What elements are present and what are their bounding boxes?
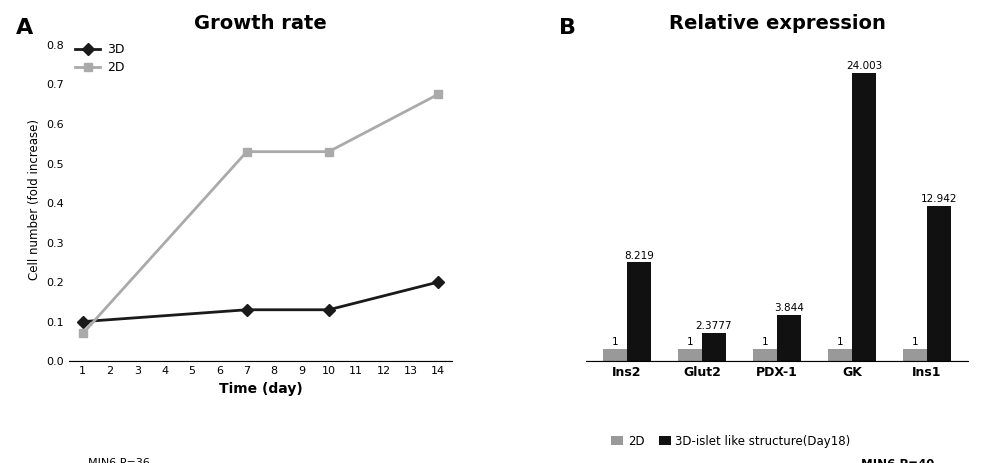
Bar xyxy=(627,263,651,361)
Bar xyxy=(603,349,627,361)
Text: 1: 1 xyxy=(912,338,918,347)
Text: MIN6 P=40: MIN6 P=40 xyxy=(862,458,935,463)
Bar xyxy=(927,206,950,361)
3D xyxy=(323,307,335,313)
3D xyxy=(432,279,444,285)
2D xyxy=(432,92,444,97)
Line: 2D: 2D xyxy=(79,90,443,338)
Bar xyxy=(678,349,702,361)
Bar xyxy=(828,349,852,361)
Text: A: A xyxy=(16,18,33,38)
Legend: 3D, 2D: 3D, 2D xyxy=(75,43,124,74)
Bar xyxy=(777,315,801,361)
X-axis label: Time (day): Time (day) xyxy=(218,382,302,395)
Legend: 2D, 3D-islet like structure(Day18): 2D, 3D-islet like structure(Day18) xyxy=(607,430,856,452)
Text: 24.003: 24.003 xyxy=(846,61,882,71)
Text: 12.942: 12.942 xyxy=(921,194,957,204)
Title: Relative expression: Relative expression xyxy=(669,14,885,33)
Bar xyxy=(903,349,927,361)
Bar xyxy=(753,349,777,361)
Text: 3.844: 3.844 xyxy=(774,303,804,313)
Text: 8.219: 8.219 xyxy=(624,250,654,261)
Text: 1: 1 xyxy=(762,338,769,347)
3D xyxy=(241,307,253,313)
Text: 1: 1 xyxy=(612,338,618,347)
Title: Growth rate: Growth rate xyxy=(194,14,327,33)
2D xyxy=(323,149,335,155)
Text: B: B xyxy=(559,18,576,38)
Bar xyxy=(852,73,876,361)
2D xyxy=(241,149,253,155)
Bar xyxy=(702,332,726,361)
2D xyxy=(77,331,89,336)
Text: 2.3777: 2.3777 xyxy=(696,321,732,331)
Text: 1: 1 xyxy=(837,338,843,347)
Text: 1: 1 xyxy=(687,338,694,347)
3D xyxy=(77,319,89,325)
Y-axis label: Cell number (fold increase): Cell number (fold increase) xyxy=(28,119,41,280)
Line: 3D: 3D xyxy=(79,278,443,326)
Text: MIN6 P=36: MIN6 P=36 xyxy=(88,458,150,463)
